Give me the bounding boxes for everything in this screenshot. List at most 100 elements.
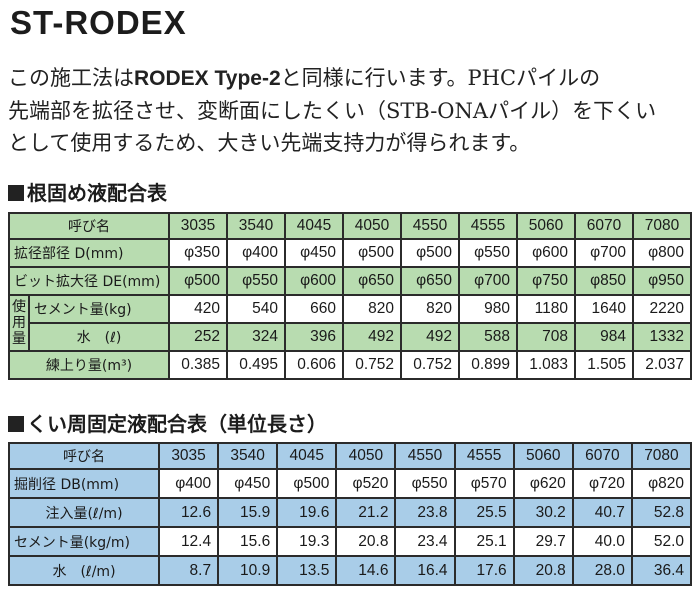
table-row: セメント量(kg/m) 12.4 15.6 19.3 20.8 23.4 25.… [8, 526, 693, 557]
table-row: 注入量(ℓ/m) 12.6 15.9 19.6 21.2 23.8 25.5 3… [8, 497, 693, 528]
cell: 13.5 [276, 555, 338, 586]
col-header: 4550 [400, 212, 460, 240]
cell: φ800 [632, 238, 692, 268]
col-header: 4045 [276, 442, 338, 470]
cell: φ700 [574, 238, 634, 268]
table-row: 使用量 セメント量(kg) 420 540 660 820 820 980 11… [8, 294, 692, 352]
cell: φ600 [284, 266, 344, 296]
cell: 25.1 [453, 526, 515, 557]
cell: 1.083 [516, 350, 576, 380]
cell: 52.0 [630, 526, 693, 557]
col-header: 4045 [284, 212, 344, 240]
table1-heading: 根固め液配合表 [8, 177, 167, 206]
cell: 25.5 [453, 497, 515, 528]
cell: 17.6 [453, 555, 515, 586]
cell: 8.7 [157, 555, 220, 586]
cell: 16.4 [394, 555, 456, 586]
cell: 0.752 [342, 350, 402, 380]
row-label: 注入量(ℓ/m) [8, 497, 160, 528]
cell: φ450 [217, 468, 279, 499]
cell: 12.6 [157, 497, 220, 528]
cell: φ500 [168, 266, 228, 296]
bullet-square-icon [8, 185, 24, 201]
cell: 15.9 [217, 497, 279, 528]
col-header: 4555 [458, 212, 518, 240]
cell: φ400 [226, 238, 286, 268]
cell: φ500 [342, 238, 402, 268]
row-label: セメント量(kg/m) [8, 526, 160, 557]
col-header: 4050 [342, 212, 402, 240]
col-header: 5060 [512, 442, 574, 470]
cell: 19.6 [276, 497, 338, 528]
cell: φ400 [157, 468, 220, 499]
col-header: 7080 [632, 212, 692, 240]
cell: φ950 [632, 266, 692, 296]
cell: 540 [226, 294, 286, 324]
col-header: 7080 [630, 442, 693, 470]
table1-header-row: 呼び名 3035 3540 4045 4050 4550 4555 5060 6… [8, 212, 692, 240]
cell: 10.9 [217, 555, 279, 586]
col-header: 4550 [394, 442, 456, 470]
cell: 396 [284, 322, 344, 352]
cell: φ620 [512, 468, 574, 499]
cell: 20.8 [512, 555, 574, 586]
cell: φ650 [400, 266, 460, 296]
table2-header-row: 呼び名 3035 3540 4045 4050 4550 4555 5060 6… [8, 442, 693, 470]
cell: 15.6 [217, 526, 279, 557]
cell: φ500 [276, 468, 338, 499]
header-label: 呼び名 [8, 442, 160, 470]
cell: 29.7 [512, 526, 574, 557]
cell: φ570 [453, 468, 515, 499]
cell: 984 [574, 322, 634, 352]
cell: 40.0 [571, 526, 633, 557]
description: この施工法はRODEX Type-2と同様に行います。PHCパイルの 先端部を拡… [8, 62, 694, 159]
cell: 708 [516, 322, 576, 352]
table-row: 練上り量(m³) 0.385 0.495 0.606 0.752 0.752 0… [8, 350, 692, 380]
row-label: 拡径部径 D(mm) [8, 238, 170, 268]
cell: 0.606 [284, 350, 344, 380]
cell: 0.899 [458, 350, 518, 380]
cell: φ700 [458, 266, 518, 296]
cell: 980 [458, 294, 518, 324]
row-label: 練上り量(m³) [8, 350, 170, 380]
cell: 0.385 [168, 350, 228, 380]
cell: 19.3 [276, 526, 338, 557]
cell: 1180 [516, 294, 576, 324]
cell: 23.4 [394, 526, 456, 557]
cell: φ550 [226, 266, 286, 296]
cell: 324 [226, 322, 286, 352]
col-header: 3035 [157, 442, 220, 470]
cell: 30.2 [512, 497, 574, 528]
cell: φ520 [335, 468, 397, 499]
pile-fixing-mix-table: 呼び名 3035 3540 4045 4050 4550 4555 5060 6… [8, 442, 693, 586]
description-line-2: 先端部を拡径させ、変断面にしたくい（STB-ONAパイル）を下くい [8, 99, 657, 123]
bullet-square-icon [8, 416, 24, 432]
cell: φ720 [571, 468, 633, 499]
cell: φ450 [284, 238, 344, 268]
cell: φ820 [630, 468, 693, 499]
cell: φ550 [458, 238, 518, 268]
col-header: 3540 [226, 212, 286, 240]
cell: 20.8 [335, 526, 397, 557]
cell: φ850 [574, 266, 634, 296]
cell: 252 [168, 322, 228, 352]
cell: 420 [168, 294, 228, 324]
cell: φ350 [168, 238, 228, 268]
cell: 1640 [574, 294, 634, 324]
cell: 28.0 [571, 555, 633, 586]
cell: 0.495 [226, 350, 286, 380]
table-row: 水 (ℓ/m) 8.7 10.9 13.5 14.6 16.4 17.6 20.… [8, 555, 693, 586]
description-line-3: として使用するため、大きい先端支持力が得られます。 [8, 131, 531, 155]
col-header: 5060 [516, 212, 576, 240]
row-label: 掘削径 DB(mm) [8, 468, 160, 499]
cell: 2.037 [632, 350, 692, 380]
col-header: 4555 [453, 442, 515, 470]
row-label: 水 (ℓ) [28, 322, 170, 352]
table-row: 掘削径 DB(mm) φ400 φ450 φ500 φ520 φ550 φ570… [8, 468, 693, 499]
col-header: 4050 [335, 442, 397, 470]
cell: 2220 [632, 294, 692, 324]
row-label: 水 (ℓ/m) [8, 555, 160, 586]
table-row: 水 (ℓ) 252 324 396 492 492 588 708 984 13… [9, 322, 692, 352]
cell: 820 [400, 294, 460, 324]
col-header: 6070 [571, 442, 633, 470]
